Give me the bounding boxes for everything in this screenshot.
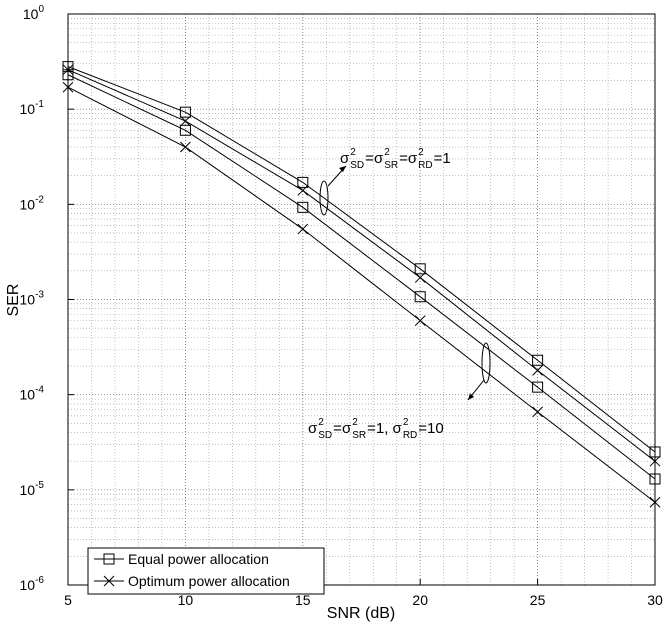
y-tick-base: 10 bbox=[23, 6, 39, 22]
x-axis-label: SNR (dB) bbox=[327, 605, 395, 622]
marker-x bbox=[649, 496, 661, 508]
annotation-arrowhead bbox=[468, 393, 474, 400]
y-tick-base: 10 bbox=[20, 387, 36, 403]
x-tick-label: 25 bbox=[530, 592, 546, 608]
annotation-text: = bbox=[333, 420, 342, 437]
annotation-subscript: SD bbox=[318, 430, 332, 441]
annotation-subscript: SR bbox=[384, 160, 398, 171]
marker-x bbox=[649, 455, 661, 467]
y-tick-exponent: -6 bbox=[35, 575, 44, 586]
annotation-superscript: 2 bbox=[350, 147, 356, 158]
series-line bbox=[67, 74, 656, 480]
y-tick-exponent: -2 bbox=[35, 194, 44, 205]
plot-frame bbox=[67, 13, 656, 586]
marker-square bbox=[179, 106, 191, 118]
series-line bbox=[67, 69, 656, 462]
marker-square bbox=[649, 473, 661, 485]
marker-x bbox=[532, 406, 543, 418]
legend-marker bbox=[103, 553, 115, 565]
y-tick-base: 10 bbox=[20, 101, 36, 117]
y-tick-label: 100 bbox=[23, 4, 45, 22]
y-tick-exponent: 0 bbox=[38, 4, 44, 15]
annotation-subscript: SR bbox=[352, 430, 366, 441]
marker-square bbox=[179, 124, 191, 136]
x-tick-label: 5 bbox=[64, 592, 72, 608]
y-tick-exponent: -4 bbox=[35, 385, 44, 396]
marker-x bbox=[297, 223, 309, 235]
x-tick-label: 30 bbox=[647, 592, 663, 608]
y-tick-label: 10-3 bbox=[20, 290, 45, 308]
annotation-symbol: σ bbox=[374, 150, 384, 167]
annotation-text: =1 bbox=[434, 150, 451, 167]
annotation-subscript: RD bbox=[403, 430, 417, 441]
series-line bbox=[67, 66, 656, 453]
annotation-symbol: σ bbox=[342, 420, 352, 437]
annotation-symbol: σ bbox=[340, 150, 350, 167]
annotation-subscript: RD bbox=[418, 160, 432, 171]
y-tick-exponent: -1 bbox=[35, 99, 44, 110]
annotation-text: = bbox=[399, 150, 408, 167]
y-tick-label: 10-1 bbox=[20, 99, 45, 117]
legend-marker bbox=[103, 575, 115, 587]
y-tick-label: 10-5 bbox=[20, 480, 45, 498]
marker-square bbox=[649, 446, 661, 458]
y-tick-label: 10-6 bbox=[20, 575, 45, 593]
annotation-symbol: σ bbox=[408, 150, 418, 167]
y-axis-label: SER bbox=[5, 284, 22, 317]
x-tick-label: 20 bbox=[412, 592, 428, 608]
marker-x bbox=[180, 141, 191, 153]
x-tick-label: 15 bbox=[295, 592, 311, 608]
marker-square bbox=[532, 381, 544, 393]
annotation-text: =1, bbox=[367, 420, 392, 437]
series-line bbox=[67, 86, 656, 503]
marker-square bbox=[297, 176, 309, 188]
marker-x bbox=[297, 185, 309, 196]
y-tick-label: 10-2 bbox=[20, 194, 45, 212]
y-tick-base: 10 bbox=[20, 196, 36, 212]
marker-x bbox=[62, 81, 74, 93]
annotation-superscript: 2 bbox=[318, 417, 324, 428]
annotation-subscript: SD bbox=[350, 160, 364, 171]
annotation-superscript: 2 bbox=[418, 147, 424, 158]
annotation-symbol: σ bbox=[393, 420, 403, 437]
annotation-superscript: 2 bbox=[384, 147, 390, 158]
y-tick-base: 10 bbox=[20, 577, 36, 593]
marker-square bbox=[62, 61, 74, 73]
y-tick-exponent: -3 bbox=[35, 290, 44, 301]
annotation-superscript: 2 bbox=[403, 417, 409, 428]
annotation-superscript: 2 bbox=[352, 417, 358, 428]
y-tick-base: 10 bbox=[20, 482, 36, 498]
legend-label: Equal power allocation bbox=[128, 551, 269, 567]
y-tick-label: 10-4 bbox=[20, 385, 45, 403]
y-tick-base: 10 bbox=[20, 292, 36, 308]
marker-x bbox=[532, 365, 543, 376]
x-tick-label: 10 bbox=[178, 592, 194, 608]
annotation-arrowhead bbox=[339, 166, 346, 172]
y-tick-exponent: -5 bbox=[35, 480, 44, 491]
marker-square bbox=[297, 201, 309, 213]
annotation-text: =10 bbox=[418, 420, 443, 437]
marker-square bbox=[532, 354, 544, 366]
annotation-symbol: σ bbox=[308, 420, 318, 437]
marker-square bbox=[414, 291, 426, 303]
legend-box bbox=[87, 547, 325, 595]
annotation-ellipse bbox=[319, 180, 329, 216]
marker-x bbox=[62, 64, 74, 76]
annotation-ellipse bbox=[481, 342, 491, 384]
marker-square bbox=[414, 263, 426, 275]
marker-x bbox=[414, 315, 426, 326]
marker-x bbox=[180, 115, 191, 127]
annotation-text: = bbox=[365, 150, 374, 167]
marker-x bbox=[414, 272, 426, 283]
legend-label: Optimum power allocation bbox=[128, 573, 290, 589]
